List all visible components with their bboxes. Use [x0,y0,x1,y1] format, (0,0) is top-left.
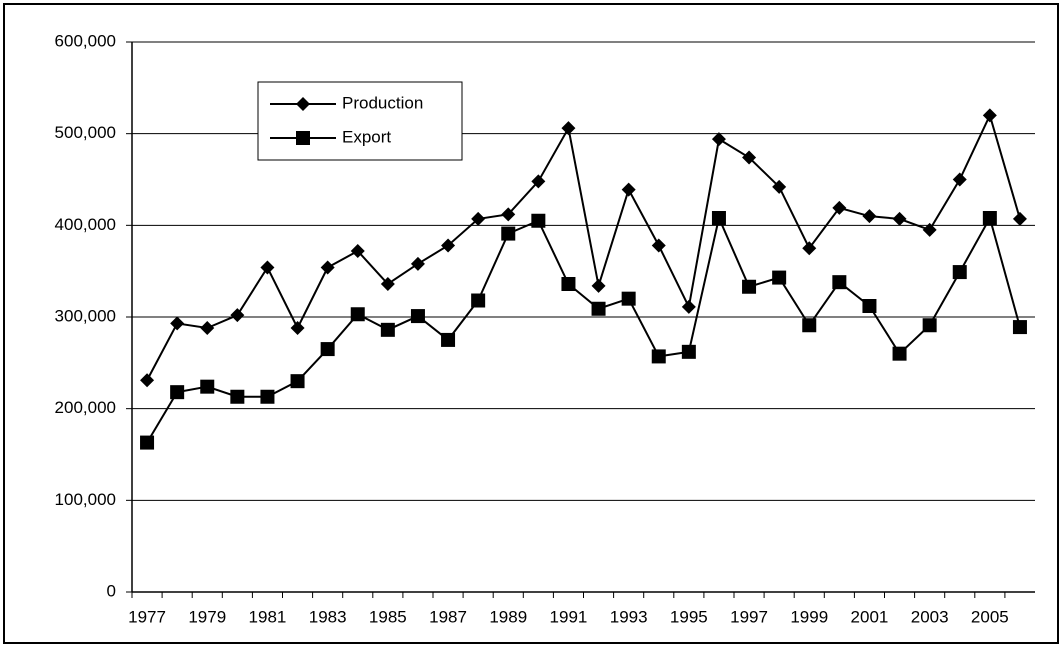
data-point [561,121,576,136]
data-point [982,211,997,225]
data-point [591,278,606,293]
data-point [410,309,425,324]
data-point [380,277,395,291]
data-point [1012,211,1027,226]
x-tick-label: 1991 [550,607,588,626]
data-point [862,209,877,224]
x-tick-label: 2001 [851,607,889,626]
y-tick-label: 600,000 [55,31,116,50]
data-point [772,179,787,194]
data-point [260,260,275,275]
data-point [200,321,215,335]
data-point [380,322,395,337]
y-tick-label: 0 [107,581,116,600]
data-point [621,182,636,197]
y-tick-label: 300,000 [55,306,116,325]
chart-border [3,3,1059,644]
x-tick-label: 1999 [790,607,828,626]
x-tick-label: 1979 [188,607,226,626]
data-point [651,349,666,364]
legend-marker [296,131,310,145]
x-tick-label: 1997 [730,607,768,626]
data-point [651,238,666,253]
data-point [952,265,967,280]
data-point [892,346,907,361]
legend-marker [296,97,310,111]
data-point [410,256,425,271]
data-point [531,174,546,189]
data-point [1012,320,1027,335]
x-tick-label: 1977 [128,607,166,626]
data-point [982,108,997,123]
data-point [862,299,877,313]
x-tick-label: 2003 [911,607,949,626]
x-tick-label: 1983 [309,607,347,626]
data-point [471,293,486,308]
data-point [742,279,757,294]
x-tick-label: 1995 [670,607,708,626]
data-point [922,222,937,237]
data-point [441,332,456,347]
data-point [140,373,155,388]
data-point [170,316,185,331]
data-point [290,321,305,335]
data-point [471,211,486,226]
data-point [681,299,696,314]
data-point [802,318,817,333]
data-point [922,318,937,333]
data-point [531,213,546,228]
legend-label: Production [342,93,423,112]
data-point [681,344,696,359]
data-point [952,172,967,187]
x-tick-label: 1981 [249,607,287,626]
data-point [621,291,636,306]
data-point [711,211,726,225]
y-tick-label: 500,000 [55,123,116,142]
y-tick-label: 100,000 [55,490,116,509]
data-point [892,211,907,226]
data-point [170,385,185,400]
data-point [140,435,155,450]
data-point [711,132,726,147]
data-point [320,342,335,357]
y-tick-label: 200,000 [55,398,116,417]
data-point [230,308,245,323]
data-point [200,379,215,394]
data-point [501,207,516,222]
data-point [350,307,365,322]
x-tick-label: 1989 [489,607,527,626]
y-tick-label: 400,000 [55,215,116,234]
data-point [772,270,787,285]
legend-label: Export [342,127,391,146]
x-tick-label: 1987 [429,607,467,626]
data-point [441,238,456,253]
data-point [832,275,847,290]
legend-box [257,81,463,161]
data-point [501,226,516,241]
data-point [802,241,817,256]
data-point [320,260,335,275]
data-point [350,244,365,258]
data-point [591,301,606,316]
x-tick-label: 1985 [369,607,407,626]
data-point [742,150,757,165]
data-point [290,374,305,389]
data-point [832,200,847,215]
data-point [561,277,576,291]
data-point [260,389,275,404]
data-point [230,389,245,404]
x-tick-label: 2005 [971,607,1009,626]
x-tick-label: 1993 [610,607,648,626]
